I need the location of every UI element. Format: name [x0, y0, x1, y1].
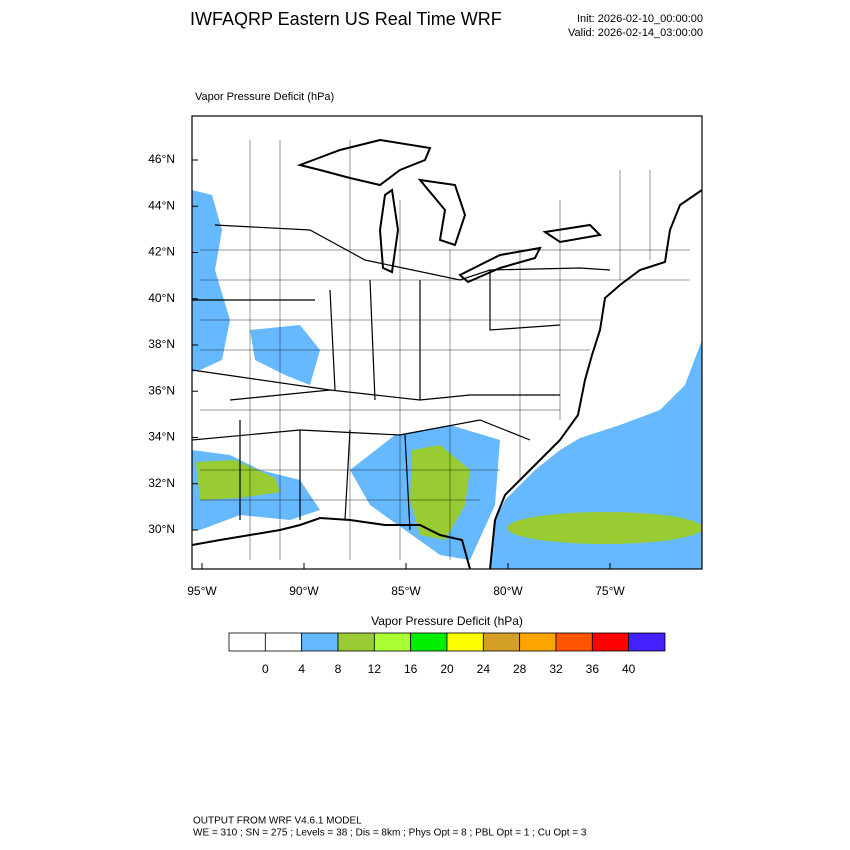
- colorbar-label: 36: [586, 662, 600, 676]
- vpd-ocean: [490, 340, 702, 569]
- colorbar-box: [264, 632, 303, 652]
- colorbar-label: 40: [622, 662, 636, 676]
- init-time: Init: 2026-02-10_00:00:00: [577, 13, 703, 25]
- footer-line: WE = 310 ; SN = 275 ; Levels = 38 ; Dis …: [193, 828, 587, 839]
- colorbar-label: 32: [549, 662, 563, 676]
- lon-label: 95°W: [187, 584, 217, 598]
- lat-label: 38°N: [148, 337, 175, 351]
- lon-label: 90°W: [289, 584, 319, 598]
- lakes: [296, 138, 603, 284]
- colorbar-label: 16: [404, 662, 418, 676]
- vpd-west: [192, 190, 230, 372]
- footer-line: OUTPUT FROM WRF V4.6.1 MODEL: [193, 816, 362, 827]
- county-lines: [200, 140, 690, 560]
- lon-label: 80°W: [493, 584, 523, 598]
- coastline: [192, 189, 702, 569]
- lat-label: 42°N: [148, 245, 175, 259]
- colorbar-box: [301, 632, 339, 652]
- vpd-southeast-green: [410, 445, 470, 540]
- colorbar: 0 4 8 12 16 20 24 28 32 36 40: [228, 632, 666, 676]
- lat-label: 44°N: [148, 198, 175, 212]
- title: IWFAQRP Eastern US Real Time WRF: [190, 9, 502, 29]
- colorbar-box: [373, 632, 412, 652]
- colorbar-box: [591, 632, 630, 652]
- vpd-ocean-green: [507, 512, 702, 544]
- colorbar-label: 4: [298, 662, 305, 676]
- colorbar-box: [628, 632, 666, 652]
- valid-time: Valid: 2026-02-14_03:00:00: [568, 27, 703, 39]
- map: 46°N 44°N 42°N 40°N 38°N 36°N 34°N 32°N 30°N 95°W…: [148, 115, 703, 598]
- colorbar-label: 0: [262, 662, 269, 676]
- map-content: [192, 138, 702, 569]
- vpd-west2: [250, 325, 320, 385]
- lon-label: 85°W: [391, 584, 421, 598]
- colorbar-label: 28: [513, 662, 527, 676]
- colorbar-label: 8: [335, 662, 342, 676]
- lat-label: 34°N: [148, 430, 175, 444]
- lat-label: 40°N: [148, 291, 175, 305]
- colorbar-label: 12: [368, 662, 382, 676]
- colorbar-label: 24: [477, 662, 491, 676]
- colorbar-box: [446, 632, 484, 652]
- colorbar-box: [228, 632, 266, 652]
- lon-label: 75°W: [595, 584, 625, 598]
- colorbar-box: [555, 632, 593, 652]
- lat-label: 36°N: [148, 383, 175, 397]
- colorbar-box: [410, 632, 448, 652]
- colorbar-box: [482, 632, 521, 652]
- map-title: Vapor Pressure Deficit (hPa): [195, 91, 334, 103]
- colorbar-box: [337, 632, 375, 652]
- lat-label: 32°N: [148, 476, 175, 490]
- colorbar-title: Vapor Pressure Deficit (hPa): [371, 614, 523, 628]
- lat-label: 46°N: [148, 152, 175, 166]
- lat-label: 30°N: [148, 522, 175, 536]
- colorbar-label: 20: [440, 662, 454, 676]
- colorbar-box: [519, 632, 557, 652]
- map-frame: [191, 115, 703, 570]
